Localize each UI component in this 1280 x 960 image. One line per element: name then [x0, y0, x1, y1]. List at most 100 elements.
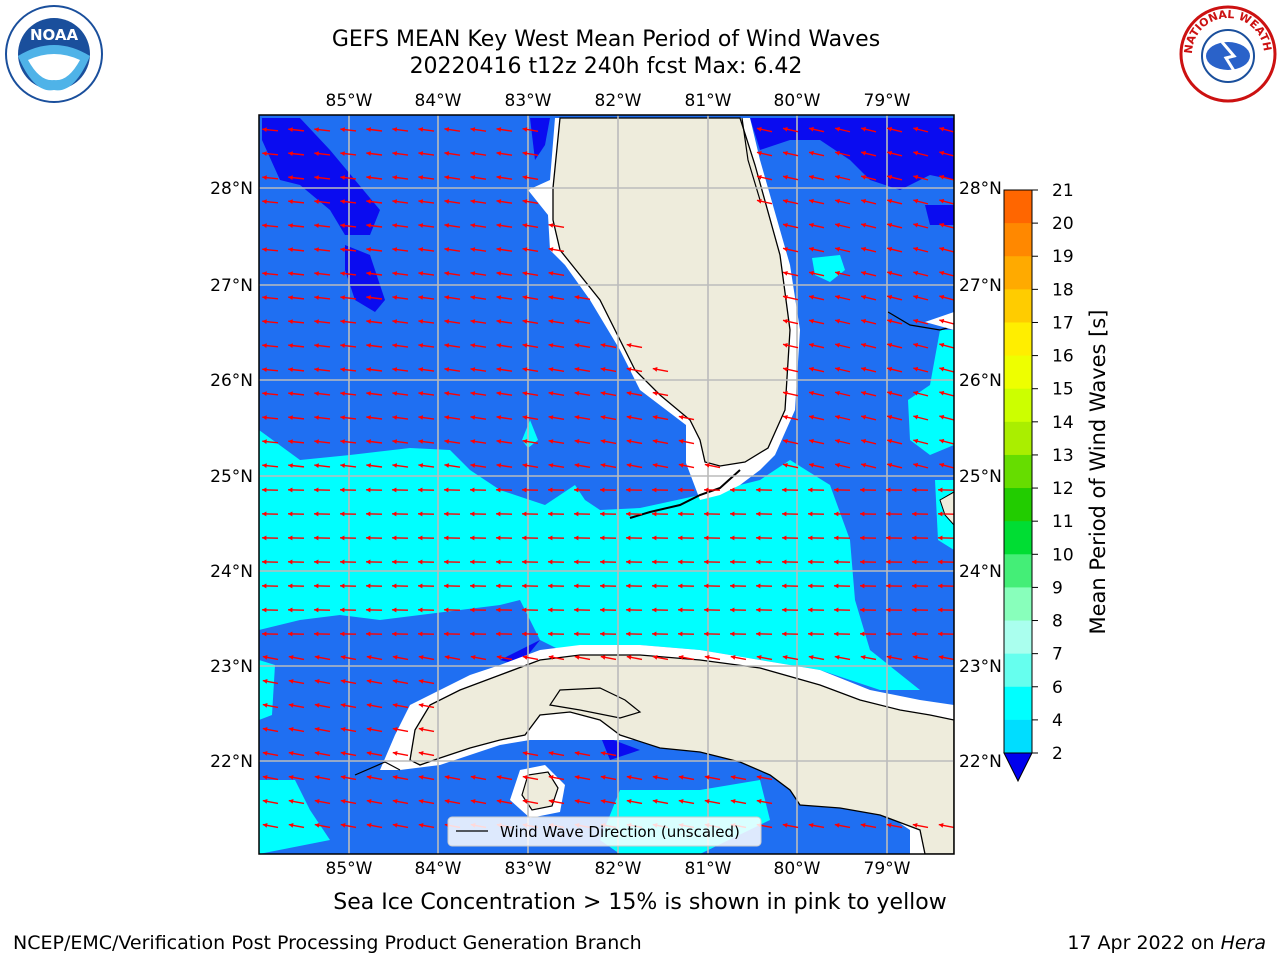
lon-label: 83°W: [505, 859, 552, 879]
wind-wave-arrowhead: [470, 127, 476, 132]
wind-wave-arrowhead: [626, 343, 632, 348]
wind-wave-arrowhead: [548, 655, 554, 660]
wind-wave-arrowhead: [444, 583, 449, 589]
wind-wave-arrowhead: [574, 511, 579, 517]
wind-wave-arrowhead: [704, 535, 709, 541]
wind-wave-arrowhead: [887, 222, 893, 228]
wind-wave-arrowhead: [861, 270, 866, 276]
wind-wave-arrowhead: [652, 535, 657, 541]
wind-wave-arrowhead: [340, 799, 346, 804]
wind-wave-arrowhead: [756, 799, 762, 804]
wind-wave-arrowhead: [626, 535, 631, 541]
wind-wave-arrowhead: [262, 823, 268, 828]
wind-wave-arrowhead: [861, 246, 866, 252]
wind-wave-arrowhead: [288, 631, 293, 637]
wind-wave-arrowhead: [444, 343, 450, 348]
wind-wave-arrowhead: [392, 559, 397, 565]
colorbar-segment: [1004, 223, 1032, 257]
wind-wave-arrowhead: [522, 391, 528, 396]
wind-wave-arrowhead: [783, 462, 788, 468]
wind-wave-arrowhead: [522, 775, 528, 780]
lat-label: 22°N: [210, 752, 253, 772]
wind-wave-arrowhead: [835, 294, 840, 300]
colorbar-tick-label: 16: [1052, 347, 1074, 367]
wind-wave-arrowhead: [262, 679, 268, 684]
wind-wave-arrowhead: [496, 391, 502, 396]
wind-wave-arrowhead: [314, 247, 319, 252]
wind-wave-arrowhead: [444, 223, 450, 228]
wind-wave-arrowhead: [626, 367, 632, 372]
wind-wave-arrowhead: [809, 150, 814, 156]
wind-wave-arrowhead: [574, 535, 579, 541]
wind-wave-arrowhead: [808, 655, 814, 660]
colorbar-tick-label: 7: [1052, 645, 1063, 665]
wind-wave-arrowhead: [288, 583, 293, 589]
wind-wave-arrowhead: [262, 199, 267, 205]
wind-wave-arrowhead: [835, 390, 840, 396]
lon-label: 84°W: [415, 91, 462, 111]
wind-wave-arrowhead: [600, 631, 605, 637]
wind-wave-arrowhead: [783, 366, 788, 372]
wind-wave-arrowhead: [809, 246, 814, 252]
lat-label: 25°N: [210, 467, 253, 487]
wind-wave-arrowhead: [496, 343, 502, 348]
wind-wave-arrowhead: [496, 799, 502, 804]
wind-wave-arrowhead: [938, 823, 944, 828]
wind-wave-arrowhead: [626, 463, 632, 468]
wind-wave-arrowhead: [418, 295, 424, 300]
wind-wave-arrowhead: [652, 583, 657, 589]
wind-wave-arrowhead: [418, 631, 423, 637]
wind-wave-arrowhead: [522, 271, 528, 276]
wind-wave-arrowhead: [730, 487, 735, 493]
wind-wave-arrowhead: [418, 415, 424, 420]
wind-wave-arrowhead: [913, 174, 919, 180]
wind-wave-arrowhead: [366, 223, 372, 228]
lat-label: 24°N: [210, 562, 253, 582]
wind-wave-arrowhead: [678, 559, 683, 565]
colorbar-segment: [1004, 554, 1032, 588]
wind-wave-arrowhead: [861, 342, 866, 348]
wind-wave-arrowhead: [548, 391, 554, 396]
wind-wave-arrowhead: [262, 151, 267, 157]
wind-wave-arrowhead: [574, 319, 580, 324]
wind-wave-arrowhead: [808, 559, 813, 565]
wind-wave-arrowhead: [913, 390, 919, 396]
wind-wave-arrowhead: [418, 799, 424, 804]
wind-wave-arrowhead: [366, 727, 372, 732]
wind-wave-arrowhead: [939, 390, 945, 396]
wind-wave-arrowhead: [470, 799, 476, 804]
wind-wave-arrowhead: [470, 367, 476, 372]
colorbar-frame: [1003, 189, 1033, 754]
wind-wave-arrowhead: [470, 607, 475, 613]
wind-wave-arrowhead: [262, 463, 267, 469]
wind-wave-arrowhead: [340, 511, 345, 517]
wind-wave-arrowhead: [392, 391, 398, 396]
deep-blue-patch: [750, 118, 954, 190]
deep-blue-patch: [925, 205, 954, 225]
wind-wave-arrowhead: [340, 343, 345, 348]
wind-wave-arrowhead: [262, 439, 267, 445]
wind-wave-arrowhead: [288, 127, 293, 132]
lat-label: 23°N: [959, 657, 1002, 677]
wind-wave-arrowhead: [626, 583, 631, 589]
wind-wave-arrowhead: [574, 583, 579, 589]
wind-wave-arrowhead: [418, 679, 424, 684]
wind-wave-arrowhead: [418, 823, 424, 828]
wind-wave-arrowhead: [522, 223, 528, 228]
wind-wave-arrowhead: [678, 607, 683, 613]
wind-wave-arrowhead: [938, 559, 943, 565]
wind-wave-arrowhead: [652, 511, 657, 517]
wind-wave-arrowhead: [887, 198, 893, 204]
wind-wave-arrowhead: [496, 367, 502, 372]
lat-label: 23°N: [210, 657, 253, 677]
wind-wave-arrowhead: [522, 631, 527, 637]
wind-wave-arrowhead: [783, 270, 788, 276]
wind-wave-arrowhead: [730, 511, 735, 517]
colorbar-tick-label: 14: [1052, 413, 1074, 433]
wind-wave-arrowhead: [366, 631, 371, 637]
wind-wave-arrowhead: [314, 679, 320, 684]
wind-wave-arrowhead: [262, 535, 267, 541]
wind-wave-arrowhead: [340, 391, 345, 396]
wind-wave-arrowhead: [340, 559, 345, 565]
wind-wave-arrowhead: [860, 559, 865, 565]
